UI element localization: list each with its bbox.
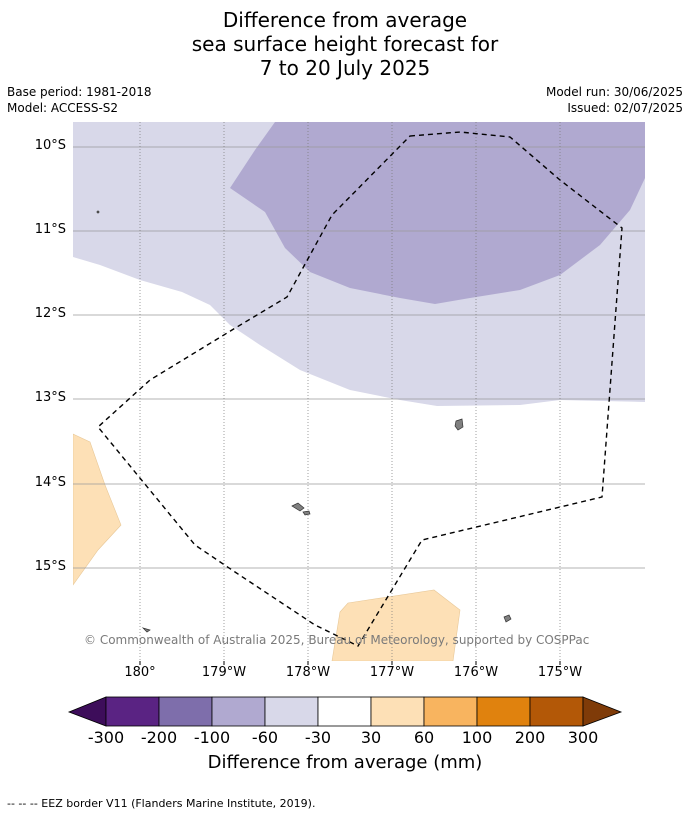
colorbar-bin-9	[529, 696, 584, 727]
lon-label-176w: 176°W	[453, 665, 499, 680]
island-f	[96, 210, 100, 214]
island-e	[141, 627, 151, 633]
lon-label-179w: 179°W	[201, 665, 247, 680]
colorbar-tick: -60	[251, 728, 279, 747]
issued-date: Issued: 02/07/2025	[567, 101, 683, 115]
title-line-2: sea surface height forecast for	[191, 32, 499, 56]
colorbar-tick: -300	[87, 728, 125, 747]
lon-label-177w: 177°W	[369, 665, 415, 680]
colorbar-tick: -200	[140, 728, 178, 747]
colorbar-label: Difference from average (mm)	[207, 752, 483, 773]
colorbar-tick: 30	[360, 728, 382, 747]
map-plot-area	[73, 122, 645, 661]
title-line-3: 7 to 20 July 2025	[259, 56, 431, 80]
lat-label-11s: 11°S	[34, 222, 66, 237]
island-b	[291, 502, 305, 512]
anomaly-region-orange-south	[331, 589, 461, 661]
lat-label-15s: 15°S	[34, 559, 66, 574]
colorbar-bin-1	[105, 696, 160, 727]
land-islands	[96, 210, 512, 633]
axis-ticks	[139, 661, 561, 665]
colorbar-extend-low	[67, 696, 107, 727]
meta-right: Model run: 30/06/2025 Issued: 02/07/2025	[546, 84, 683, 116]
lon-label-178w: 178°W	[285, 665, 331, 680]
anomaly-region-orange-west	[73, 433, 122, 586]
colorbar-tick: 100	[461, 728, 493, 747]
colorbar-tick: 60	[413, 728, 435, 747]
colorbar-extend-high	[582, 696, 623, 727]
colorbar-bin-7	[423, 696, 478, 727]
meta-left: Base period: 1981-2018 Model: ACCESS-S2	[7, 84, 152, 116]
lat-label-14s: 14°S	[34, 475, 66, 490]
colorbar-tick: -30	[304, 728, 332, 747]
colorbar-tick: -100	[193, 728, 231, 747]
colorbar-bin-2	[158, 696, 213, 727]
colorbar-bin-3	[211, 696, 266, 727]
lat-label-12s: 12°S	[34, 306, 66, 321]
latitude-gridlines	[73, 146, 645, 569]
anomaly-region-mid-purple	[230, 122, 645, 304]
model-run: Model run: 30/06/2025	[545, 85, 683, 99]
eez-legend-note: -- -- -- EEZ border V11 (Flanders Marine…	[7, 797, 316, 810]
island-c	[302, 510, 311, 516]
lon-label-180: 180°	[124, 665, 156, 680]
base-period: Base period: 1981-2018	[7, 85, 152, 99]
colorbar-bin-5	[317, 696, 372, 727]
lon-label-175w: 175°W	[537, 665, 583, 680]
title-line-1: Difference from average	[222, 8, 468, 32]
island-d	[503, 614, 512, 623]
colorbar-bin-8	[476, 696, 531, 727]
lat-label-13s: 13°S	[34, 390, 66, 405]
chart-title: Difference from average sea surface heig…	[0, 8, 690, 80]
eez-border	[97, 131, 623, 647]
colorbar-bin-6	[370, 696, 425, 727]
colorbar-tick: 300	[567, 728, 599, 747]
colorbar	[67, 696, 623, 727]
island-a	[454, 418, 464, 431]
colorbar-bin-4	[264, 696, 319, 727]
colorbar-tick: 200	[514, 728, 546, 747]
copyright-notice: © Commonwealth of Australia 2025, Bureau…	[84, 633, 590, 647]
lat-label-10s: 10°S	[34, 138, 66, 153]
model-name: Model: ACCESS-S2	[7, 101, 119, 115]
